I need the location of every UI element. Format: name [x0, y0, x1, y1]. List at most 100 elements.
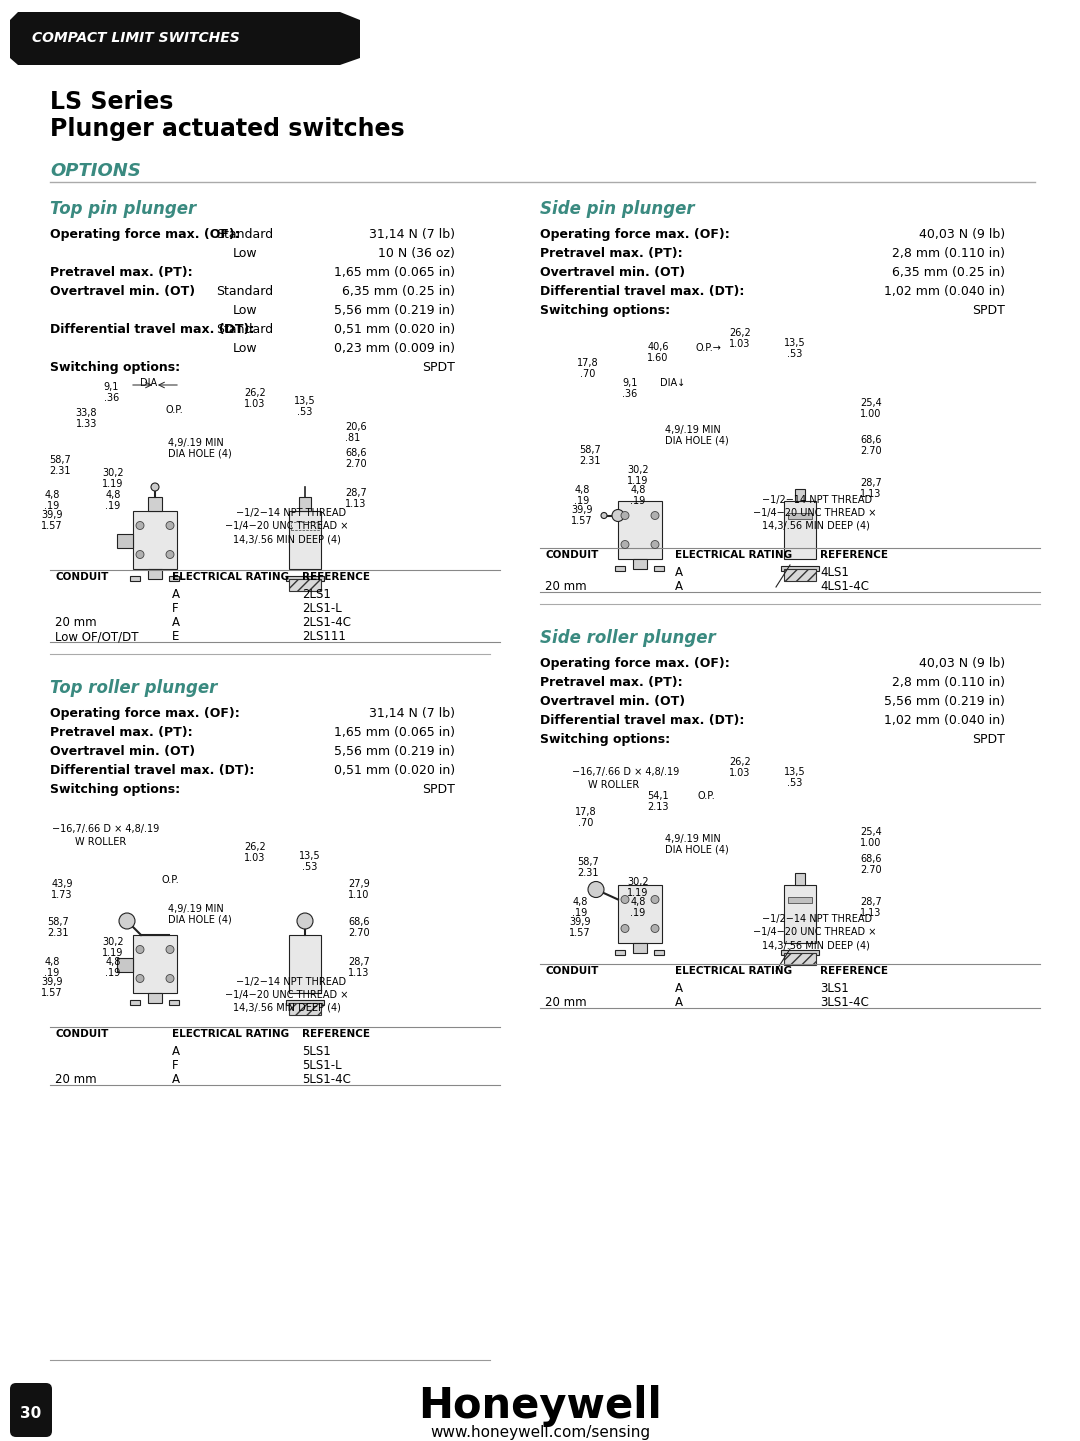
- Text: 54,1
2.13: 54,1 2.13: [647, 791, 669, 811]
- Text: 4,8
.19: 4,8 .19: [44, 490, 59, 510]
- Text: Honeywell: Honeywell: [418, 1385, 662, 1427]
- Bar: [133, 935, 177, 993]
- Bar: [289, 1003, 321, 1014]
- Text: 2LS1-4C: 2LS1-4C: [302, 615, 351, 630]
- Text: 5LS1: 5LS1: [302, 1045, 330, 1058]
- Text: 14,3/.56 MIN DEEP (4): 14,3/.56 MIN DEEP (4): [233, 1003, 341, 1013]
- Text: 68,6
2.70: 68,6 2.70: [345, 448, 366, 468]
- Text: 4,9/.19 MIN
DIA HOLE (4): 4,9/.19 MIN DIA HOLE (4): [168, 904, 232, 925]
- Bar: [784, 569, 816, 581]
- Circle shape: [621, 512, 629, 520]
- Text: −1/4−20 UNC THREAD ×: −1/4−20 UNC THREAD ×: [753, 509, 876, 517]
- Bar: [615, 950, 625, 955]
- Text: Differential travel max. (DT):: Differential travel max. (DT):: [540, 285, 744, 298]
- Text: Top pin plunger: Top pin plunger: [50, 200, 197, 218]
- Text: 2LS1-L: 2LS1-L: [302, 602, 341, 615]
- Text: Differential travel max. (DT):: Differential travel max. (DT):: [50, 764, 255, 777]
- Circle shape: [588, 882, 604, 898]
- Text: CONDUIT: CONDUIT: [545, 550, 598, 561]
- Text: 58,7
2.31: 58,7 2.31: [579, 445, 600, 465]
- Bar: [286, 1000, 324, 1004]
- Text: 5,56 mm (0.219 in): 5,56 mm (0.219 in): [334, 745, 455, 758]
- Text: 26,2
1.03: 26,2 1.03: [729, 757, 751, 778]
- Text: Overtravel min. (OT): Overtravel min. (OT): [540, 267, 685, 280]
- Text: 2,8 mm (0.110 in): 2,8 mm (0.110 in): [892, 246, 1005, 259]
- Text: −1/2−14 NPT THREAD: −1/2−14 NPT THREAD: [237, 977, 346, 987]
- Text: 68,6
2.70: 68,6 2.70: [348, 916, 369, 938]
- Bar: [781, 566, 819, 571]
- Text: 4,8
.19: 4,8 .19: [572, 896, 588, 918]
- Text: 20 mm: 20 mm: [545, 579, 586, 594]
- Text: 39,9
1.57: 39,9 1.57: [569, 916, 591, 938]
- Bar: [168, 576, 179, 581]
- Text: Pretravel max. (PT):: Pretravel max. (PT):: [50, 726, 192, 739]
- Text: 0,23 mm (0.009 in): 0,23 mm (0.009 in): [334, 342, 455, 354]
- Text: 20,6
.81: 20,6 .81: [345, 422, 366, 442]
- Bar: [117, 535, 133, 548]
- Text: 30,2
1.19: 30,2 1.19: [627, 465, 649, 486]
- Bar: [148, 993, 162, 1003]
- Text: 27,9
1.10: 27,9 1.10: [348, 879, 369, 899]
- Bar: [784, 501, 816, 559]
- Text: −1/4−20 UNC THREAD ×: −1/4−20 UNC THREAD ×: [225, 522, 349, 530]
- Text: 13,5
.53: 13,5 .53: [294, 396, 315, 416]
- Text: 4,8
.19: 4,8 .19: [106, 957, 121, 978]
- Circle shape: [621, 540, 629, 549]
- Circle shape: [166, 974, 174, 983]
- Text: 13,5
.53: 13,5 .53: [299, 852, 321, 872]
- Text: −1/2−14 NPT THREAD: −1/2−14 NPT THREAD: [237, 509, 346, 517]
- Circle shape: [651, 895, 659, 904]
- Text: A: A: [172, 1045, 179, 1058]
- Text: 30,2
1.19: 30,2 1.19: [103, 468, 124, 488]
- Text: 68,6
2.70: 68,6 2.70: [860, 855, 881, 875]
- Text: REFERENCE: REFERENCE: [302, 572, 370, 582]
- Text: 0,51 mm (0.020 in): 0,51 mm (0.020 in): [334, 764, 455, 777]
- Text: Pretravel max. (PT):: Pretravel max. (PT):: [540, 676, 683, 689]
- Text: Low: Low: [232, 246, 257, 259]
- Text: Standard: Standard: [216, 228, 273, 241]
- Text: 40,03 N (9 lb): 40,03 N (9 lb): [919, 657, 1005, 670]
- Text: Plunger actuated switches: Plunger actuated switches: [50, 117, 405, 141]
- Text: 25,4
1.00: 25,4 1.00: [860, 398, 881, 419]
- Text: 17,8
.70: 17,8 .70: [577, 357, 598, 379]
- Circle shape: [166, 945, 174, 954]
- Text: 2,8 mm (0.110 in): 2,8 mm (0.110 in): [892, 676, 1005, 689]
- Text: W ROLLER: W ROLLER: [588, 780, 639, 790]
- Text: 58,7
2.31: 58,7 2.31: [48, 916, 69, 938]
- Bar: [299, 497, 311, 512]
- Text: SPDT: SPDT: [422, 782, 455, 795]
- Text: 40,03 N (9 lb): 40,03 N (9 lb): [919, 228, 1005, 241]
- Text: −16,7/.66 D × 4,8/.19: −16,7/.66 D × 4,8/.19: [572, 767, 679, 777]
- Text: A: A: [675, 981, 683, 994]
- Text: Switching options:: Switching options:: [50, 782, 180, 795]
- Text: 3LS1-4C: 3LS1-4C: [820, 996, 869, 1009]
- Text: Overtravel min. (OT): Overtravel min. (OT): [540, 695, 685, 708]
- Text: A: A: [675, 566, 683, 579]
- Text: Pretravel max. (PT):: Pretravel max. (PT):: [540, 246, 683, 259]
- Circle shape: [136, 522, 144, 529]
- Bar: [117, 958, 133, 973]
- Text: Switching options:: Switching options:: [540, 304, 670, 317]
- Text: 4,9/.19 MIN
DIA HOLE (4): 4,9/.19 MIN DIA HOLE (4): [665, 425, 729, 445]
- Text: Switching options:: Switching options:: [50, 362, 180, 375]
- Text: 3LS1: 3LS1: [820, 981, 849, 994]
- Text: 5,56 mm (0.219 in): 5,56 mm (0.219 in): [334, 304, 455, 317]
- Text: Operating force max. (OF):: Operating force max. (OF):: [540, 657, 730, 670]
- Text: 5LS1-4C: 5LS1-4C: [302, 1074, 351, 1087]
- Text: 26,2
1.03: 26,2 1.03: [244, 388, 266, 409]
- Text: O.P.: O.P.: [162, 875, 179, 885]
- Text: 6,35 mm (0.25 in): 6,35 mm (0.25 in): [892, 267, 1005, 280]
- Circle shape: [621, 895, 629, 904]
- Bar: [148, 497, 162, 512]
- Text: Low: Low: [232, 342, 257, 354]
- Text: 39,9
1.57: 39,9 1.57: [41, 977, 63, 997]
- Text: 43,9
1.73: 43,9 1.73: [51, 879, 72, 899]
- Bar: [291, 522, 319, 529]
- Text: 39,9
1.57: 39,9 1.57: [571, 504, 593, 526]
- Bar: [618, 501, 662, 559]
- Text: Overtravel min. (OT): Overtravel min. (OT): [50, 745, 195, 758]
- Text: Low: Low: [232, 304, 257, 317]
- Text: Side pin plunger: Side pin plunger: [540, 200, 694, 218]
- Text: Pretravel max. (PT):: Pretravel max. (PT):: [50, 267, 192, 280]
- Text: CONDUIT: CONDUIT: [55, 572, 108, 582]
